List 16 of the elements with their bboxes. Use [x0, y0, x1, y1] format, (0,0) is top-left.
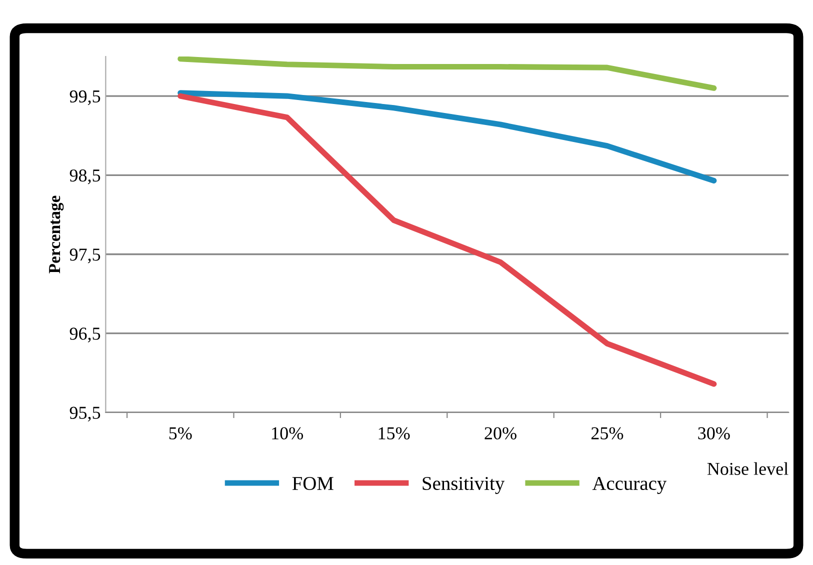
x-tick-label: 25% [591, 427, 624, 440]
y-tick-label: 97,5 [70, 248, 100, 264]
legend-label: Sensitivity [422, 476, 505, 494]
y-tick-label: 95,5 [70, 406, 100, 422]
x-tick-label: 15% [378, 427, 410, 440]
x-tick-label: 30% [698, 427, 730, 440]
y-tick-label: 98,5 [70, 169, 100, 184]
x-tick-label: 5% [169, 427, 192, 440]
x-tick-label: 10% [272, 427, 304, 440]
y-axis-title: Percentage [49, 196, 64, 274]
x-axis-title: Noise level [707, 462, 788, 475]
x-tick-label: 20% [484, 427, 516, 440]
legend-label: Accuracy [592, 477, 667, 494]
y-tick-label: 96,5 [70, 328, 100, 342]
y-tick-label: 99,5 [70, 90, 100, 106]
legend-label: FOM [292, 476, 334, 490]
